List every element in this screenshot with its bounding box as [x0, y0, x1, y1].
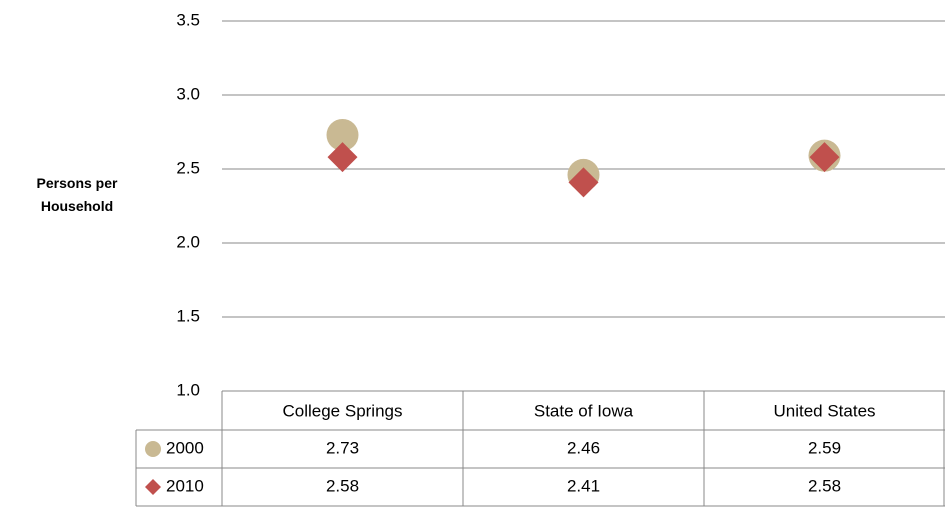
- marker: [326, 118, 359, 151]
- table-value: 2.58: [808, 476, 841, 495]
- y-tick-label: 3.0: [176, 84, 200, 103]
- y-tick-label: 1.0: [176, 380, 200, 399]
- table-value: 2.73: [326, 438, 359, 457]
- legend-key: [145, 441, 161, 457]
- marker: [568, 167, 599, 198]
- table-value: 2.58: [326, 476, 359, 495]
- y-tick-label: 3.5: [176, 10, 200, 29]
- table-value: 2.41: [567, 476, 600, 495]
- y-tick-label: 2.5: [176, 158, 200, 177]
- table-value: 2.59: [808, 438, 841, 457]
- legend-key: [145, 479, 161, 495]
- legend-label: 2000: [166, 438, 204, 457]
- y-tick-label: 1.5: [176, 306, 200, 325]
- x-tick-label: State of Iowa: [534, 401, 634, 420]
- table-value: 2.46: [567, 438, 600, 457]
- legend-label: 2010: [166, 476, 204, 495]
- x-tick-label: College Springs: [282, 401, 402, 420]
- x-tick-label: United States: [773, 401, 875, 420]
- marker: [327, 142, 358, 173]
- y-tick-label: 2.0: [176, 232, 200, 251]
- y-axis-label: Persons per Household: [36, 175, 118, 214]
- marker: [809, 142, 840, 173]
